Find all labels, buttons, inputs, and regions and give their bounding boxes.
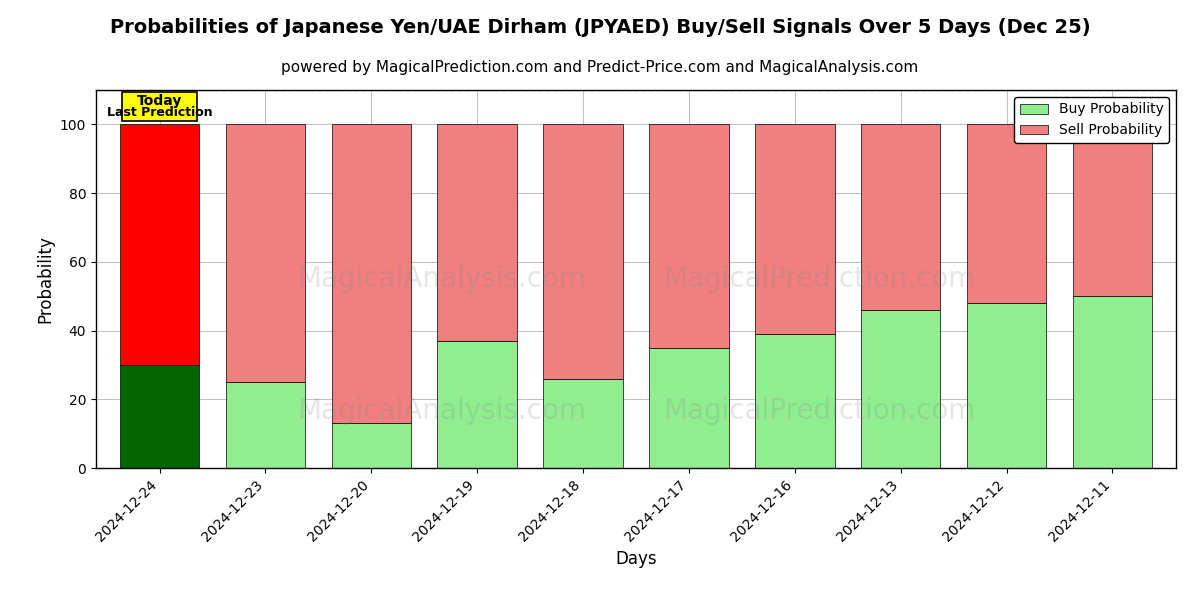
FancyBboxPatch shape bbox=[122, 92, 197, 121]
Bar bbox=[649, 124, 728, 348]
Text: powered by MagicalPrediction.com and Predict-Price.com and MagicalAnalysis.com: powered by MagicalPrediction.com and Pre… bbox=[281, 60, 919, 75]
Y-axis label: Probability: Probability bbox=[36, 235, 54, 323]
Text: MagicalAnalysis.com: MagicalAnalysis.com bbox=[298, 265, 586, 293]
Bar bbox=[226, 382, 305, 468]
Bar bbox=[544, 124, 623, 379]
Bar bbox=[967, 303, 1046, 468]
Bar bbox=[1073, 296, 1152, 468]
Bar bbox=[331, 424, 412, 468]
Bar bbox=[438, 341, 517, 468]
Text: Probabilities of Japanese Yen/UAE Dirham (JPYAED) Buy/Sell Signals Over 5 Days (: Probabilities of Japanese Yen/UAE Dirham… bbox=[109, 18, 1091, 37]
X-axis label: Days: Days bbox=[616, 550, 656, 568]
Text: MagicalAnalysis.com: MagicalAnalysis.com bbox=[298, 397, 586, 425]
Text: Last Prediction: Last Prediction bbox=[107, 106, 212, 119]
Bar bbox=[967, 124, 1046, 303]
Text: MagicalPrediction.com: MagicalPrediction.com bbox=[664, 265, 976, 293]
Bar bbox=[226, 124, 305, 382]
Bar bbox=[1073, 124, 1152, 296]
Text: MagicalPrediction.com: MagicalPrediction.com bbox=[664, 397, 976, 425]
Bar bbox=[331, 124, 412, 424]
Bar bbox=[120, 124, 199, 365]
Text: Today: Today bbox=[137, 94, 182, 108]
Bar bbox=[120, 365, 199, 468]
Legend: Buy Probability, Sell Probability: Buy Probability, Sell Probability bbox=[1014, 97, 1169, 143]
Bar bbox=[755, 124, 834, 334]
Bar bbox=[438, 124, 517, 341]
Bar bbox=[755, 334, 834, 468]
Bar bbox=[862, 310, 941, 468]
Bar bbox=[544, 379, 623, 468]
Bar bbox=[649, 348, 728, 468]
Bar bbox=[862, 124, 941, 310]
